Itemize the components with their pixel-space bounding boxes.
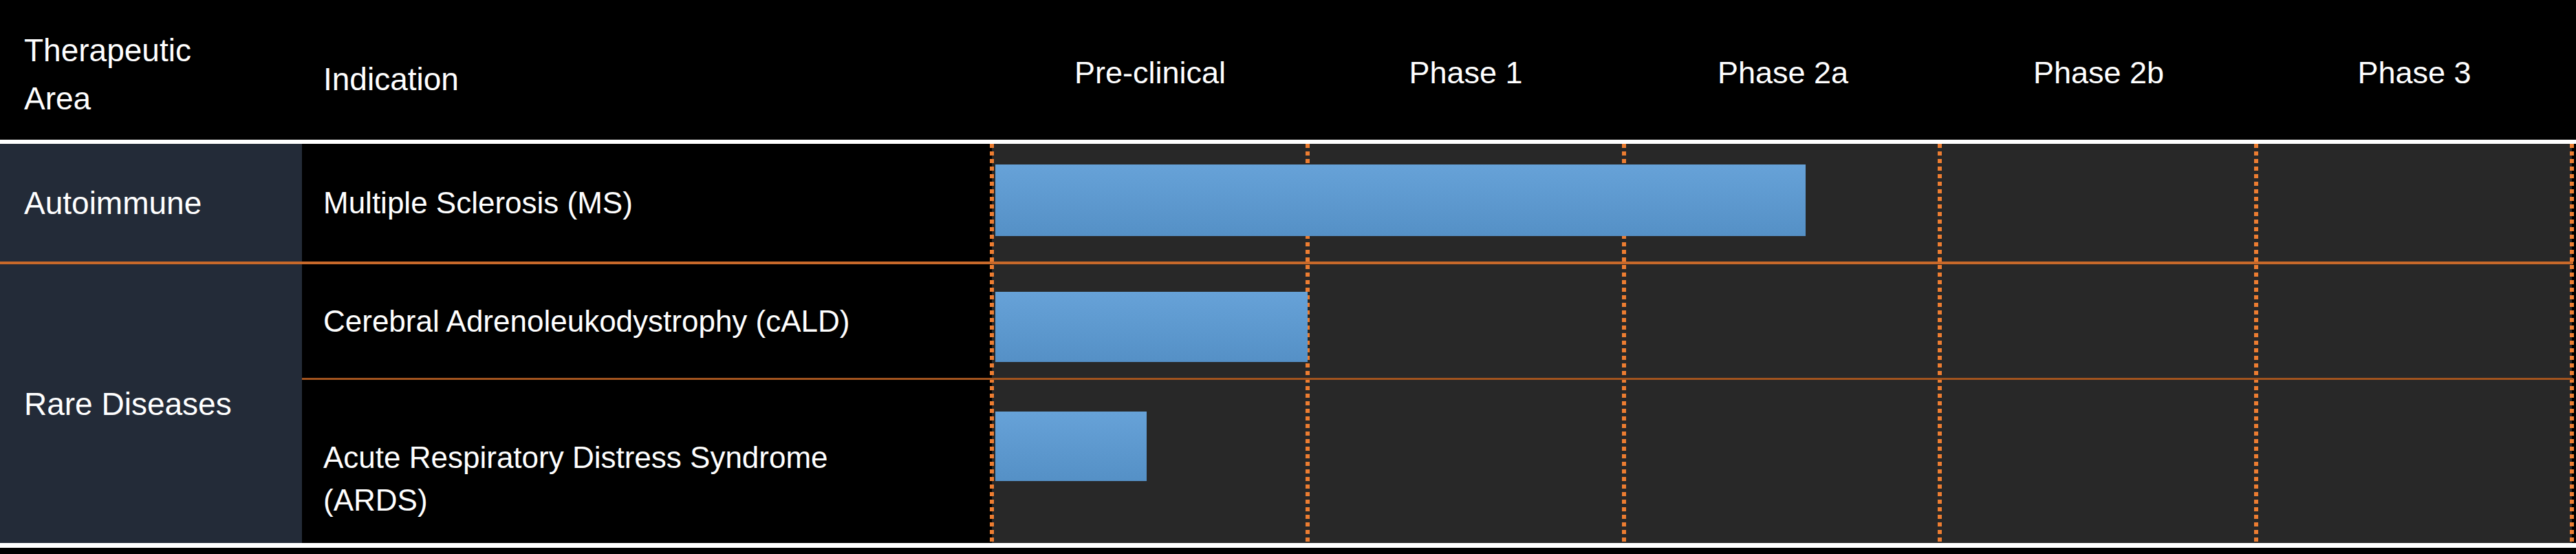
header-therapeutic-area: Therapeutic Area (24, 26, 299, 122)
group-cell-rare-diseases: Rare Diseases (0, 264, 302, 543)
group-cell-autoimmune: Autoimmune (0, 144, 302, 262)
pipeline-chart: Therapeutic Area Indication Pre-clinical… (0, 0, 2576, 554)
indication-cell-ards: Acute Respiratory Distress Syndrome (ARD… (323, 394, 984, 522)
group-label-autoimmune: Autoimmune (24, 184, 202, 222)
header-phase-1: Phase 1 (1308, 55, 1624, 91)
group-label-rare-diseases: Rare Diseases (24, 385, 232, 423)
bar-track-ms (995, 164, 2572, 236)
header-phase-2b: Phase 2b (1940, 55, 2257, 91)
header-indication: Indication (323, 55, 459, 103)
phase-gridline-start (990, 144, 994, 543)
row-separator-cald-ards (302, 378, 2573, 380)
header-phase-preclinical: Pre-clinical (992, 55, 1308, 91)
indication-cell-ms: Multiple Sclerosis (MS) (323, 144, 984, 262)
indication-label-ms: Multiple Sclerosis (MS) (323, 182, 633, 224)
header-phase-3: Phase 3 (2256, 55, 2573, 91)
indication-label-cald: Cerebral Adrenoleukodystrophy (cALD) (323, 300, 850, 343)
progress-bar-ards (995, 412, 1147, 481)
indication-cell-cald: Cerebral Adrenoleukodystrophy (cALD) (323, 264, 984, 378)
footer-divider (0, 543, 2576, 548)
progress-bar-cald (995, 292, 1308, 362)
indication-label-ards: Acute Respiratory Distress Syndrome (ARD… (323, 440, 828, 517)
bar-track-ards (995, 412, 2572, 481)
bar-track-cald (995, 292, 2572, 362)
progress-bar-ms (995, 164, 1806, 236)
header-phase-2a: Phase 2a (1625, 55, 1941, 91)
